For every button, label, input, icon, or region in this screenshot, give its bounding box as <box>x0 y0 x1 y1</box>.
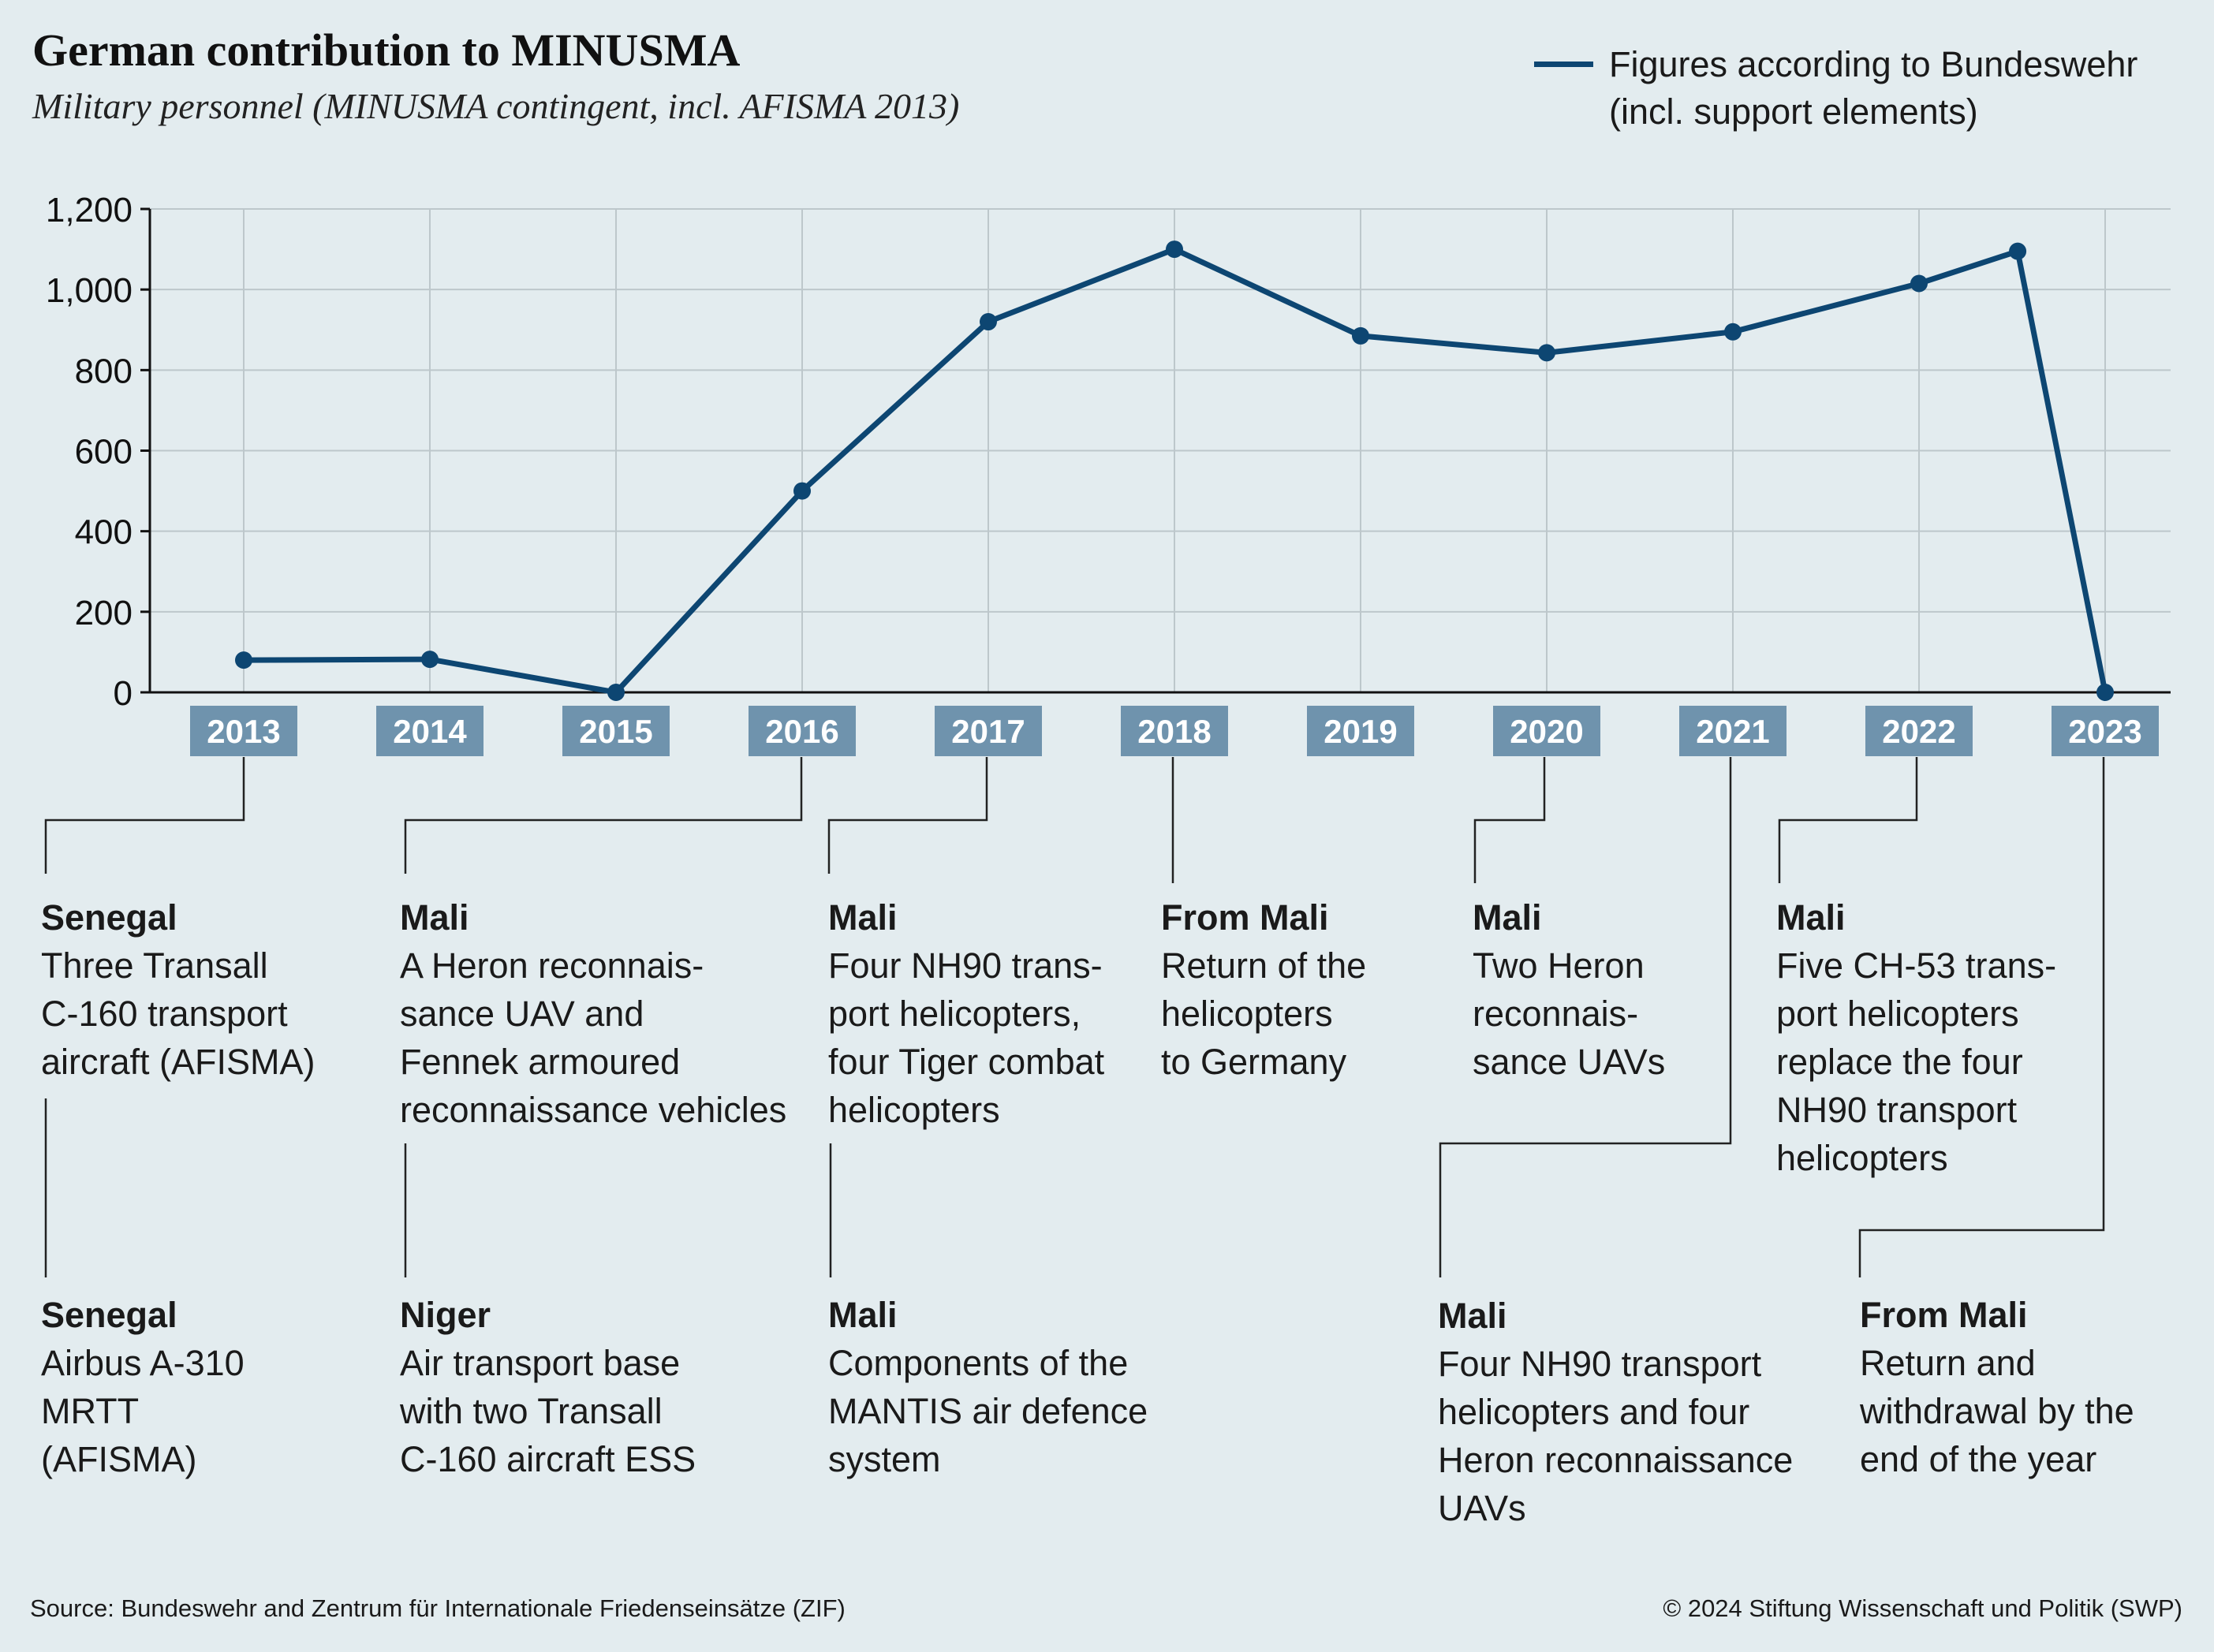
annotation-heading: Mali <box>1438 1296 1507 1336</box>
data-point <box>1724 323 1742 341</box>
data-point <box>421 651 439 669</box>
x-tick-label-box <box>1493 706 1600 756</box>
x-tick-label: 2023 <box>2068 713 2141 750</box>
data-point <box>980 313 997 331</box>
data-point <box>607 684 625 701</box>
x-tick-label-box <box>935 706 1042 756</box>
x-axis-labels: 2013 2014 2015 2016 2017 2018 2019 2020 2021 2022… <box>190 706 2159 756</box>
annotation-text: A Heron reconnais- sance UAV and Fennek … <box>400 945 787 1130</box>
x-tick-label-box <box>1307 706 1414 756</box>
grid-lines <box>150 208 2171 692</box>
annotation-2023-from-mali: From Mali Return and withdrawal by the e… <box>1860 1291 2134 1483</box>
x-tick-label-box <box>376 706 483 756</box>
legend-label: Figures according to Bundeswehr (incl. s… <box>1609 41 2137 136</box>
data-series <box>235 241 2114 701</box>
annotation-2013-senegal-transall: Senegal Three Transall C-160 transport a… <box>41 893 315 1086</box>
annotation-text: Components of the MANTIS air defence sys… <box>828 1343 1148 1479</box>
x-tick-label-box <box>562 706 670 756</box>
x-tick-label-box <box>190 706 297 756</box>
annotation-text: Air transport base with two Transall C-1… <box>400 1343 696 1479</box>
legend-label-line2: (incl. support elements) <box>1609 91 1978 132</box>
data-point <box>2009 242 2027 260</box>
annotation-connectors <box>44 757 2105 1277</box>
annotation-connector-line <box>1778 757 1918 883</box>
x-tick-label: 2021 <box>1696 713 1769 750</box>
data-point <box>1352 326 1369 345</box>
x-tick-label: 2014 <box>393 713 467 750</box>
chart-title: German contribution to MINUSMA <box>32 24 741 76</box>
legend: Figures according to Bundeswehr (incl. s… <box>1534 41 2137 136</box>
annotation-connector-line <box>1858 757 2105 1277</box>
y-tick-label: 600 <box>75 433 133 472</box>
annotation-2018-from-mali: From Mali Return of the helicopters to G… <box>1161 893 1366 1086</box>
annotation-text: Two Heron reconnais- sance UAVs <box>1473 945 1666 1082</box>
annotation-connector-line <box>44 757 245 874</box>
annotation-connector-line <box>1473 757 1546 883</box>
x-tick-label: 2020 <box>1510 713 1583 750</box>
annotation-text: Four NH90 transport helicopters and four… <box>1438 1344 1794 1528</box>
y-tick-label: 0 <box>114 674 133 713</box>
annotation-heading: Niger <box>400 1295 491 1335</box>
annotation-heading: Senegal <box>41 897 177 938</box>
data-point <box>2096 684 2114 701</box>
annotation-2016-mali-heron: Mali A Heron reconnais- sance UAV and Fe… <box>400 893 786 1134</box>
annotation-2017-mali-helicopters: Mali Four NH90 trans- port helicopters, … <box>828 893 1104 1134</box>
annotation-2022-mali-ch53: Mali Five CH-53 trans- port helicopters … <box>1776 893 2056 1182</box>
source-note: Source: Bundeswehr and Zentrum für Inter… <box>30 1594 846 1622</box>
annotation-heading: Mali <box>1473 897 1542 938</box>
annotation-niger-air-transport-base: Niger Air transport base with two Transa… <box>400 1291 696 1483</box>
annotation-text: Airbus A-310 MRTT (AFISMA) <box>41 1343 245 1479</box>
y-tick-label: 1,000 <box>46 271 133 310</box>
annotation-heading: Mali <box>1776 897 1846 938</box>
annotation-heading: From Mali <box>1161 897 1329 938</box>
x-tick-label-box <box>2052 706 2159 756</box>
annotation-text: Three Transall C-160 transport aircraft … <box>41 945 315 1082</box>
x-tick-label-box <box>1121 706 1228 756</box>
series-line <box>243 246 2108 695</box>
data-point <box>1910 274 1928 293</box>
x-tick-label: 2017 <box>951 713 1025 750</box>
x-tick-label: 2013 <box>207 713 280 750</box>
annotation-text: Return of the helicopters to Germany <box>1161 945 1367 1082</box>
annotation-2013-senegal-airbus: Senegal Airbus A-310 MRTT (AFISMA) <box>41 1291 245 1483</box>
annotation-text: Four NH90 trans- port helicopters, four … <box>828 945 1105 1130</box>
legend-label-line1: Figures according to Bundeswehr <box>1609 44 2138 84</box>
data-point <box>1166 241 1183 259</box>
annotation-text: Return and withdrawal by the end of the … <box>1860 1343 2134 1479</box>
annotation-heading: Senegal <box>41 1295 177 1335</box>
y-tick-label: 200 <box>75 594 133 632</box>
annotation-heading: From Mali <box>1860 1295 2028 1335</box>
x-tick-label-box <box>749 706 856 756</box>
annotation-2021-mali-nh90-heron: Mali Four NH90 transport helicopters and… <box>1438 1292 1793 1532</box>
annotation-mali-mantis: Mali Components of the MANTIS air defenc… <box>828 1291 1148 1483</box>
x-tick-label: 2019 <box>1324 713 1397 750</box>
legend-line-swatch <box>1534 62 1593 67</box>
copyright-note: © 2024 Stiftung Wissenschaft und Politik… <box>1663 1594 2182 1622</box>
axes: 0 200 400 600 800 1,000 1,200 <box>46 191 2171 713</box>
y-tick-label: 800 <box>75 352 133 390</box>
x-tick-label-box <box>1679 706 1787 756</box>
annotation-heading: Mali <box>400 897 469 938</box>
annotation-connector-line <box>1439 757 1732 1277</box>
x-tick-label: 2015 <box>579 713 652 750</box>
y-tick-label: 1,200 <box>46 191 133 229</box>
data-point <box>235 651 252 669</box>
annotation-heading: Mali <box>828 897 898 938</box>
x-tick-label: 2018 <box>1137 713 1211 750</box>
x-tick-label-box <box>1865 706 1973 756</box>
annotation-connector-line <box>827 757 988 874</box>
x-tick-label: 2022 <box>1882 713 1955 750</box>
data-point <box>1538 344 1555 362</box>
annotation-text: Five CH-53 trans- port helicopters repla… <box>1776 945 2057 1178</box>
annotation-2020-mali-heron: Mali Two Heron reconnais- sance UAVs <box>1473 893 1665 1086</box>
annotation-heading: Mali <box>828 1295 898 1335</box>
data-point <box>793 482 811 500</box>
x-tick-label: 2016 <box>765 713 838 750</box>
y-tick-label: 400 <box>75 513 133 552</box>
chart-subtitle: Military personnel (MINUSMA contingent, … <box>32 86 960 126</box>
annotation-connector-line <box>404 757 803 874</box>
